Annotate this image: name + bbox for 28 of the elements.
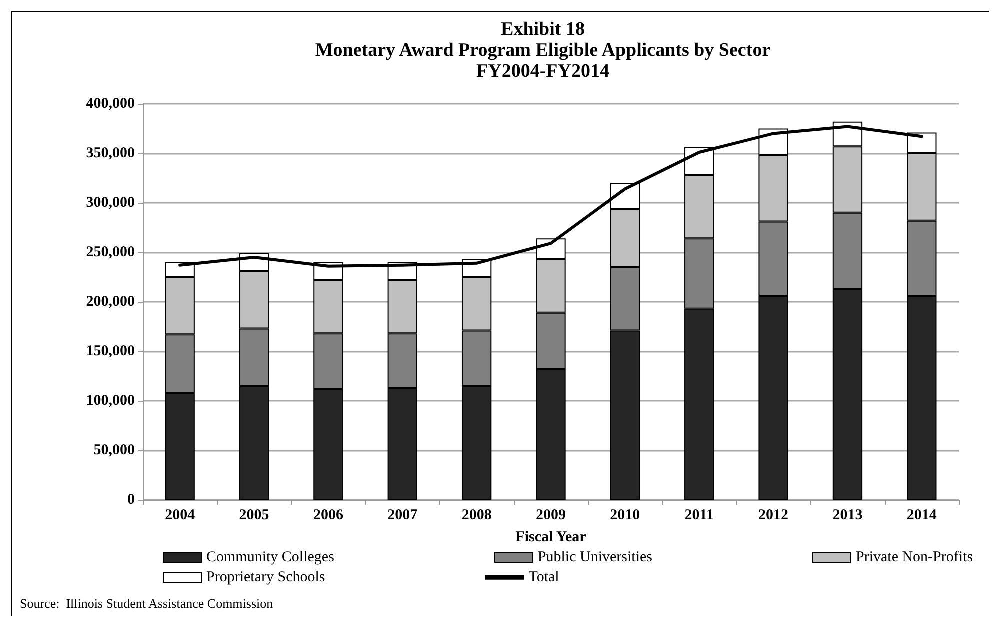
y-tick-label: 100,000: [86, 393, 135, 409]
legend-label: Public Universities: [538, 550, 653, 566]
x-tick-label: 2004: [165, 508, 196, 524]
legend-label: Proprietary Schools: [206, 570, 326, 586]
x-tick-label: 2008: [462, 508, 492, 524]
y-tick-label: 150,000: [86, 344, 135, 360]
y-tick-label: 200,000: [86, 294, 135, 310]
x-tick-label: 2010: [610, 508, 640, 524]
x-tick-label: 2013: [832, 508, 863, 524]
y-tick-label: 300,000: [86, 195, 135, 211]
x-tick-label: 2005: [239, 508, 270, 524]
chart-title: Exhibit 18 Monetary Award Program Eligible Applicants by Sector FY2004-FY2014: [315, 19, 772, 82]
x-tick-label: 2009: [536, 508, 566, 524]
y-tick-label: 350,000: [86, 146, 135, 162]
x-tick-label: 2006: [313, 508, 344, 524]
x-tick-label: 2014: [906, 508, 938, 524]
y-tick-label: 50,000: [94, 442, 135, 458]
source-note: Source: Illinois Student Assistance Commission: [20, 596, 274, 611]
x-axis-title: Fiscal Year: [516, 530, 587, 546]
legend-label: Total: [528, 570, 560, 586]
legend-label: Private Non-Profits: [856, 550, 974, 566]
y-tick-label: 250,000: [86, 244, 135, 260]
x-tick-label: 2011: [684, 508, 714, 524]
x-tick-label: 2007: [388, 508, 418, 524]
y-tick-label: 0: [128, 492, 135, 508]
y-tick-label: 400,000: [86, 96, 135, 112]
x-tick-label: 2012: [758, 508, 789, 524]
legend-label: Community Colleges: [206, 550, 335, 566]
